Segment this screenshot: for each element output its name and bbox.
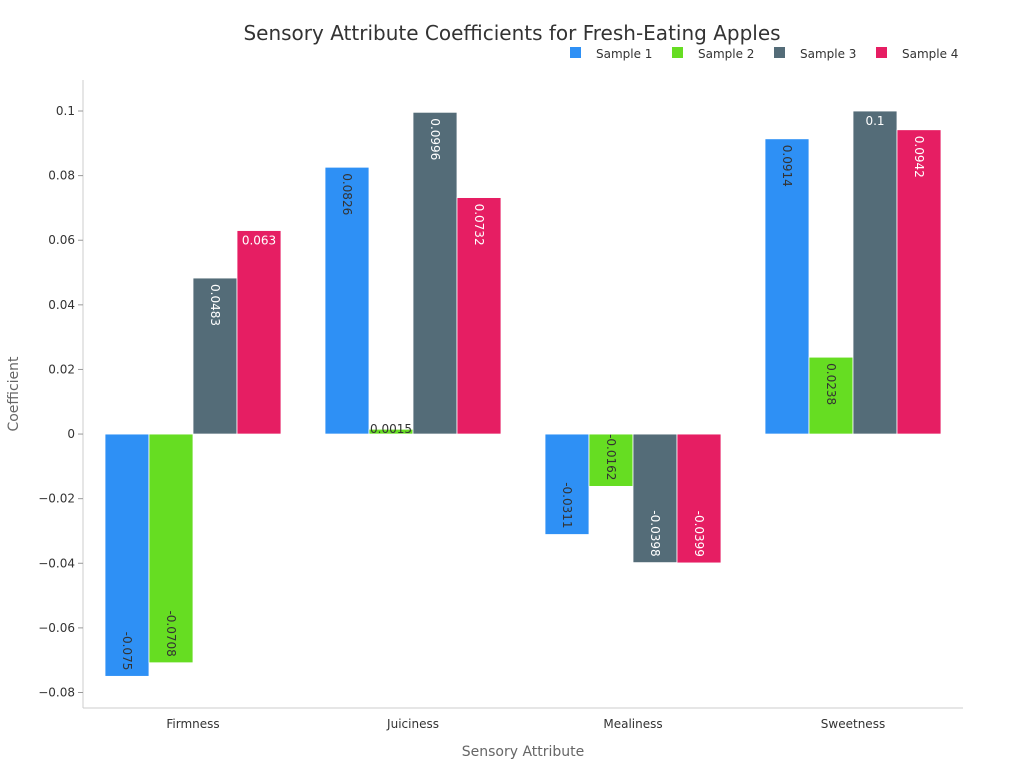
y-tick-label: 0.04 xyxy=(48,298,75,312)
data-label: 0.0826 xyxy=(340,173,354,215)
x-tick-label: Mealiness xyxy=(603,717,662,731)
bar-sample-4[interactable] xyxy=(676,433,722,564)
legend-swatch xyxy=(570,47,581,58)
chart-title: Sensory Attribute Coefficients for Fresh… xyxy=(243,21,780,45)
bar-sample-2[interactable] xyxy=(148,433,194,664)
data-label: -0.0399 xyxy=(692,511,706,557)
data-label: 0.0732 xyxy=(472,204,486,246)
legend-swatch xyxy=(672,47,683,58)
bar-sample-1[interactable] xyxy=(104,433,150,677)
data-label: -0.0708 xyxy=(164,610,178,656)
y-tick-label: −0.06 xyxy=(38,621,75,635)
data-label: 0.0996 xyxy=(428,118,442,160)
data-label: 0.0914 xyxy=(780,145,794,187)
y-tick-label: −0.04 xyxy=(38,556,75,570)
x-tick-label: Firmness xyxy=(166,717,219,731)
y-axis-label: Coefficient xyxy=(6,356,22,432)
data-label: 0.0942 xyxy=(912,136,926,178)
x-tick-label: Juiciness xyxy=(386,717,439,731)
x-ticks: Firmness Juiciness Mealiness Sweetness xyxy=(166,717,885,731)
bar-sample-4[interactable] xyxy=(896,129,942,435)
bar-sample-4[interactable] xyxy=(456,197,502,435)
y-tick-label: −0.08 xyxy=(38,685,75,699)
data-label: -0.0311 xyxy=(560,482,574,528)
legend-label: Sample 4 xyxy=(902,47,958,61)
bars: -0.075 0.0826 -0.0311 0.0914 -0.0708 0.0015 -0… xyxy=(104,110,942,677)
bar-sample-3[interactable] xyxy=(632,433,678,564)
bar-sample-1[interactable] xyxy=(764,138,810,435)
data-label: 0.0015 xyxy=(370,422,412,436)
legend-label: Sample 2 xyxy=(698,47,754,61)
y-tick-label: 0.02 xyxy=(48,362,75,376)
bar-sample-1[interactable] xyxy=(324,166,370,435)
legend-label: Sample 3 xyxy=(800,47,856,61)
y-ticks: −0.08 −0.06 −0.04 −0.02 0 0.02 0.04 0.06 0.08 0.1 xyxy=(38,104,83,699)
data-label: 0.0238 xyxy=(824,363,838,405)
y-tick-label: 0 xyxy=(67,427,75,441)
legend: Sample 1 Sample 2 Sample 3 Sample 4 xyxy=(570,47,958,61)
data-label: -0.0398 xyxy=(648,510,662,556)
legend-swatch xyxy=(774,47,785,58)
data-label: 0.063 xyxy=(242,234,276,248)
legend-swatch xyxy=(876,47,887,58)
y-tick-label: −0.02 xyxy=(38,492,75,506)
y-tick-label: 0.06 xyxy=(48,233,75,247)
bar-sample-4[interactable] xyxy=(236,230,282,435)
data-label: 0.0483 xyxy=(208,284,222,326)
y-tick-label: 0.1 xyxy=(56,104,75,118)
data-label: -0.0162 xyxy=(604,434,618,480)
legend-label: Sample 1 xyxy=(596,47,652,61)
bar-sample-3[interactable] xyxy=(412,111,458,435)
bar-sample-1[interactable] xyxy=(544,433,590,535)
x-axis-label: Sensory Attribute xyxy=(462,744,585,760)
x-tick-label: Sweetness xyxy=(821,717,885,731)
y-tick-label: 0.08 xyxy=(48,169,75,183)
data-label: 0.1 xyxy=(865,114,884,128)
bar-sample-3[interactable] xyxy=(192,277,238,435)
bar-sample-2[interactable] xyxy=(808,356,854,435)
data-label: -0.075 xyxy=(120,632,134,671)
bar-sample-3[interactable] xyxy=(852,110,898,435)
